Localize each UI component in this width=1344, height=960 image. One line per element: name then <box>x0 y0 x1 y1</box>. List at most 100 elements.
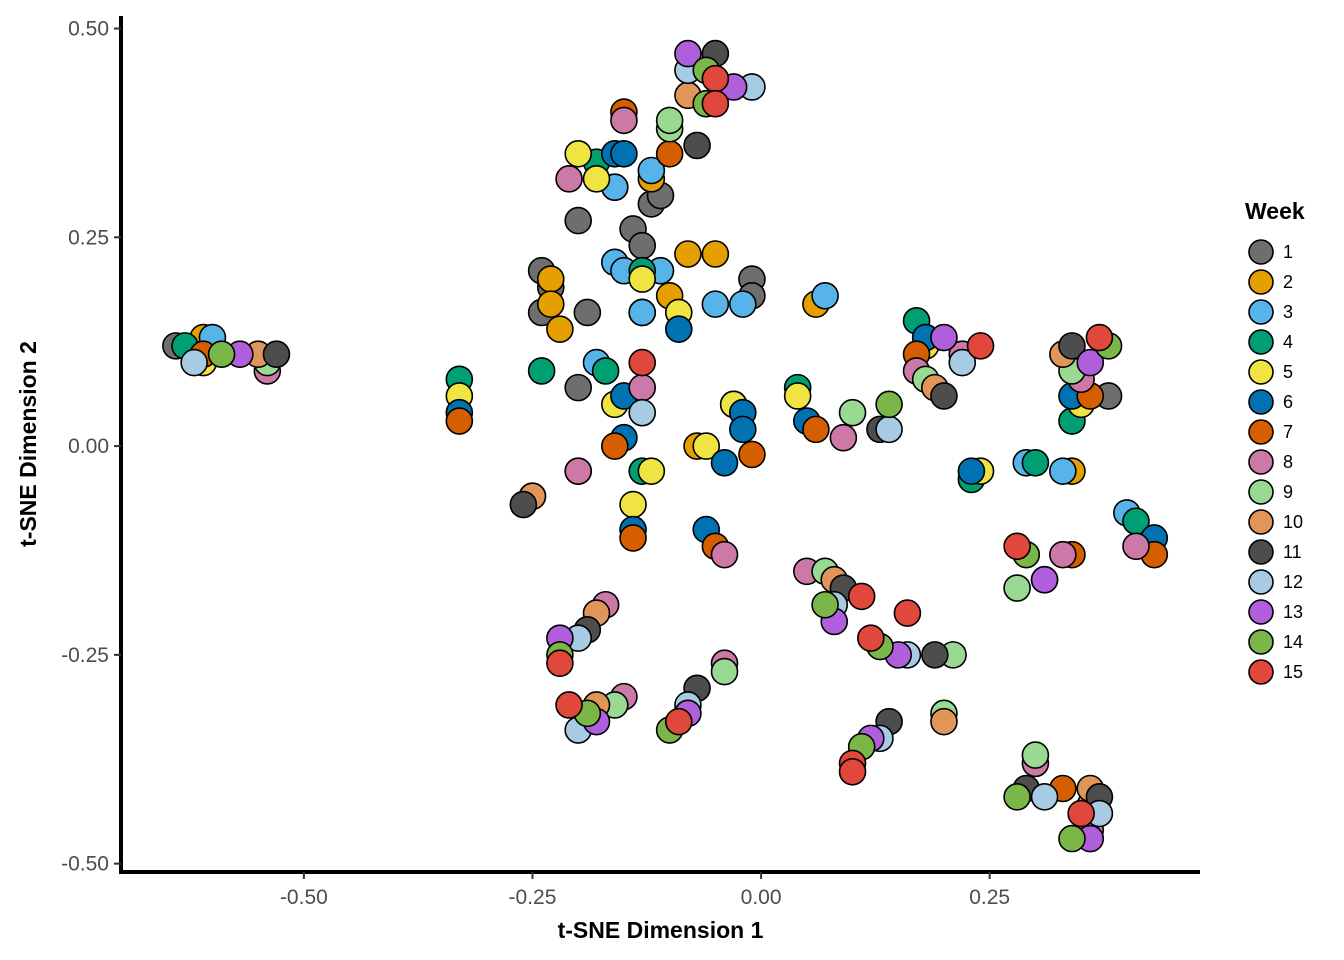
point-week-6 <box>710 448 739 477</box>
point-week-5 <box>637 457 666 485</box>
point-week-6 <box>728 415 757 444</box>
point-week-14 <box>1058 824 1086 853</box>
legend-swatch-week-1 <box>1248 239 1274 265</box>
legend-swatch-week-8 <box>1248 449 1274 475</box>
point-week-11 <box>930 382 958 410</box>
point-week-8 <box>610 106 638 135</box>
point-week-8 <box>555 165 583 193</box>
legend-swatch-week-12 <box>1248 569 1274 595</box>
point-week-13 <box>674 39 702 68</box>
legend-swatch-week-13 <box>1248 599 1274 625</box>
point-week-15 <box>701 64 730 93</box>
point-week-12 <box>1030 783 1059 811</box>
point-week-15 <box>857 624 885 652</box>
legend-label-week-12: 12 <box>1283 572 1303 592</box>
point-week-12 <box>180 348 208 377</box>
legend-swatch-week-10 <box>1248 509 1274 535</box>
point-week-13 <box>1030 565 1059 594</box>
point-week-4 <box>591 357 620 385</box>
point-week-14 <box>811 590 839 619</box>
legend-label-week-10: 10 <box>1283 512 1303 532</box>
legend-label-week-14: 14 <box>1283 632 1303 652</box>
point-week-5 <box>692 432 721 460</box>
point-week-5 <box>628 265 657 293</box>
point-week-11 <box>262 340 291 369</box>
legend-swatch-week-2 <box>1248 269 1274 295</box>
y-tick-label: 0.25 <box>68 226 109 249</box>
point-week-3 <box>728 290 757 318</box>
point-week-2 <box>536 265 565 293</box>
point-week-4 <box>1021 448 1050 477</box>
y-tick-label: 0.50 <box>68 18 109 41</box>
point-week-7 <box>600 432 629 460</box>
x-tick-label: 0.25 <box>969 886 1010 909</box>
point-week-14 <box>1003 783 1031 811</box>
point-week-3 <box>701 290 730 318</box>
point-week-3 <box>628 298 657 327</box>
y-tick-label: -0.50 <box>61 853 109 876</box>
legend-label-week-13: 13 <box>1283 602 1303 622</box>
point-week-9 <box>1003 574 1031 602</box>
point-week-11 <box>683 131 711 160</box>
point-week-12 <box>875 415 903 444</box>
point-week-3 <box>811 281 839 310</box>
point-week-1 <box>628 231 657 260</box>
legend-label-week-11: 11 <box>1283 542 1302 562</box>
x-tick-label: -0.25 <box>509 886 557 909</box>
point-week-15 <box>664 707 693 736</box>
point-week-7 <box>738 440 766 469</box>
point-week-10 <box>930 707 958 736</box>
point-week-13 <box>930 323 958 352</box>
legend-swatch-week-5 <box>1248 359 1274 385</box>
point-week-9 <box>838 398 867 427</box>
axes: -0.50 -0.25 0.00 0.25 0.50 0.25 0.00 -0.25 -0.50 <box>61 16 1200 909</box>
point-week-8 <box>1049 540 1077 569</box>
point-week-1 <box>564 373 593 402</box>
point-week-3 <box>637 156 666 185</box>
legend-swatch-week-6 <box>1248 389 1274 415</box>
legend-swatch-week-7 <box>1248 419 1274 445</box>
legend-label-week-15: 15 <box>1283 662 1303 682</box>
legend-label-week-7: 7 <box>1283 422 1293 442</box>
point-week-15 <box>701 89 730 118</box>
legend-label-week-5: 5 <box>1283 362 1293 382</box>
point-week-8 <box>829 423 858 452</box>
legend-swatch-week-9 <box>1248 479 1274 505</box>
point-week-8 <box>564 457 593 485</box>
point-week-3 <box>1049 457 1077 485</box>
point-week-15 <box>555 691 583 719</box>
point-week-7 <box>655 139 684 168</box>
points-layer <box>162 39 1169 853</box>
point-week-2 <box>674 240 702 268</box>
legend-label-week-6: 6 <box>1283 392 1293 412</box>
point-week-15 <box>893 599 922 627</box>
point-week-5 <box>619 490 647 519</box>
x-tick-label: -0.50 <box>280 886 328 909</box>
point-week-14 <box>875 390 903 419</box>
point-week-6 <box>664 315 693 343</box>
point-week-15 <box>1085 323 1114 352</box>
point-week-2 <box>701 240 730 268</box>
point-week-11 <box>509 490 538 519</box>
legend-swatch-week-14 <box>1248 629 1274 655</box>
point-week-15 <box>1067 799 1095 828</box>
y-axis-title: t-SNE Dimension 2 <box>15 341 41 547</box>
point-week-15 <box>1003 532 1031 561</box>
point-week-5 <box>783 382 812 410</box>
point-week-8 <box>1122 532 1150 561</box>
legend-label-week-1: 1 <box>1283 242 1293 262</box>
point-week-6 <box>957 457 986 485</box>
point-week-9 <box>655 106 684 135</box>
legend-swatch-week-15 <box>1248 659 1274 685</box>
point-week-15 <box>546 649 574 678</box>
point-week-11 <box>1058 332 1086 360</box>
x-axis-title: t-SNE Dimension 1 <box>558 917 764 943</box>
point-week-8 <box>628 373 657 402</box>
point-week-7 <box>802 415 830 444</box>
legend-label-week-3: 3 <box>1283 302 1293 322</box>
point-week-5 <box>564 139 593 168</box>
point-week-15 <box>838 757 867 786</box>
legend-label-week-9: 9 <box>1283 482 1293 502</box>
point-week-7 <box>445 407 474 435</box>
